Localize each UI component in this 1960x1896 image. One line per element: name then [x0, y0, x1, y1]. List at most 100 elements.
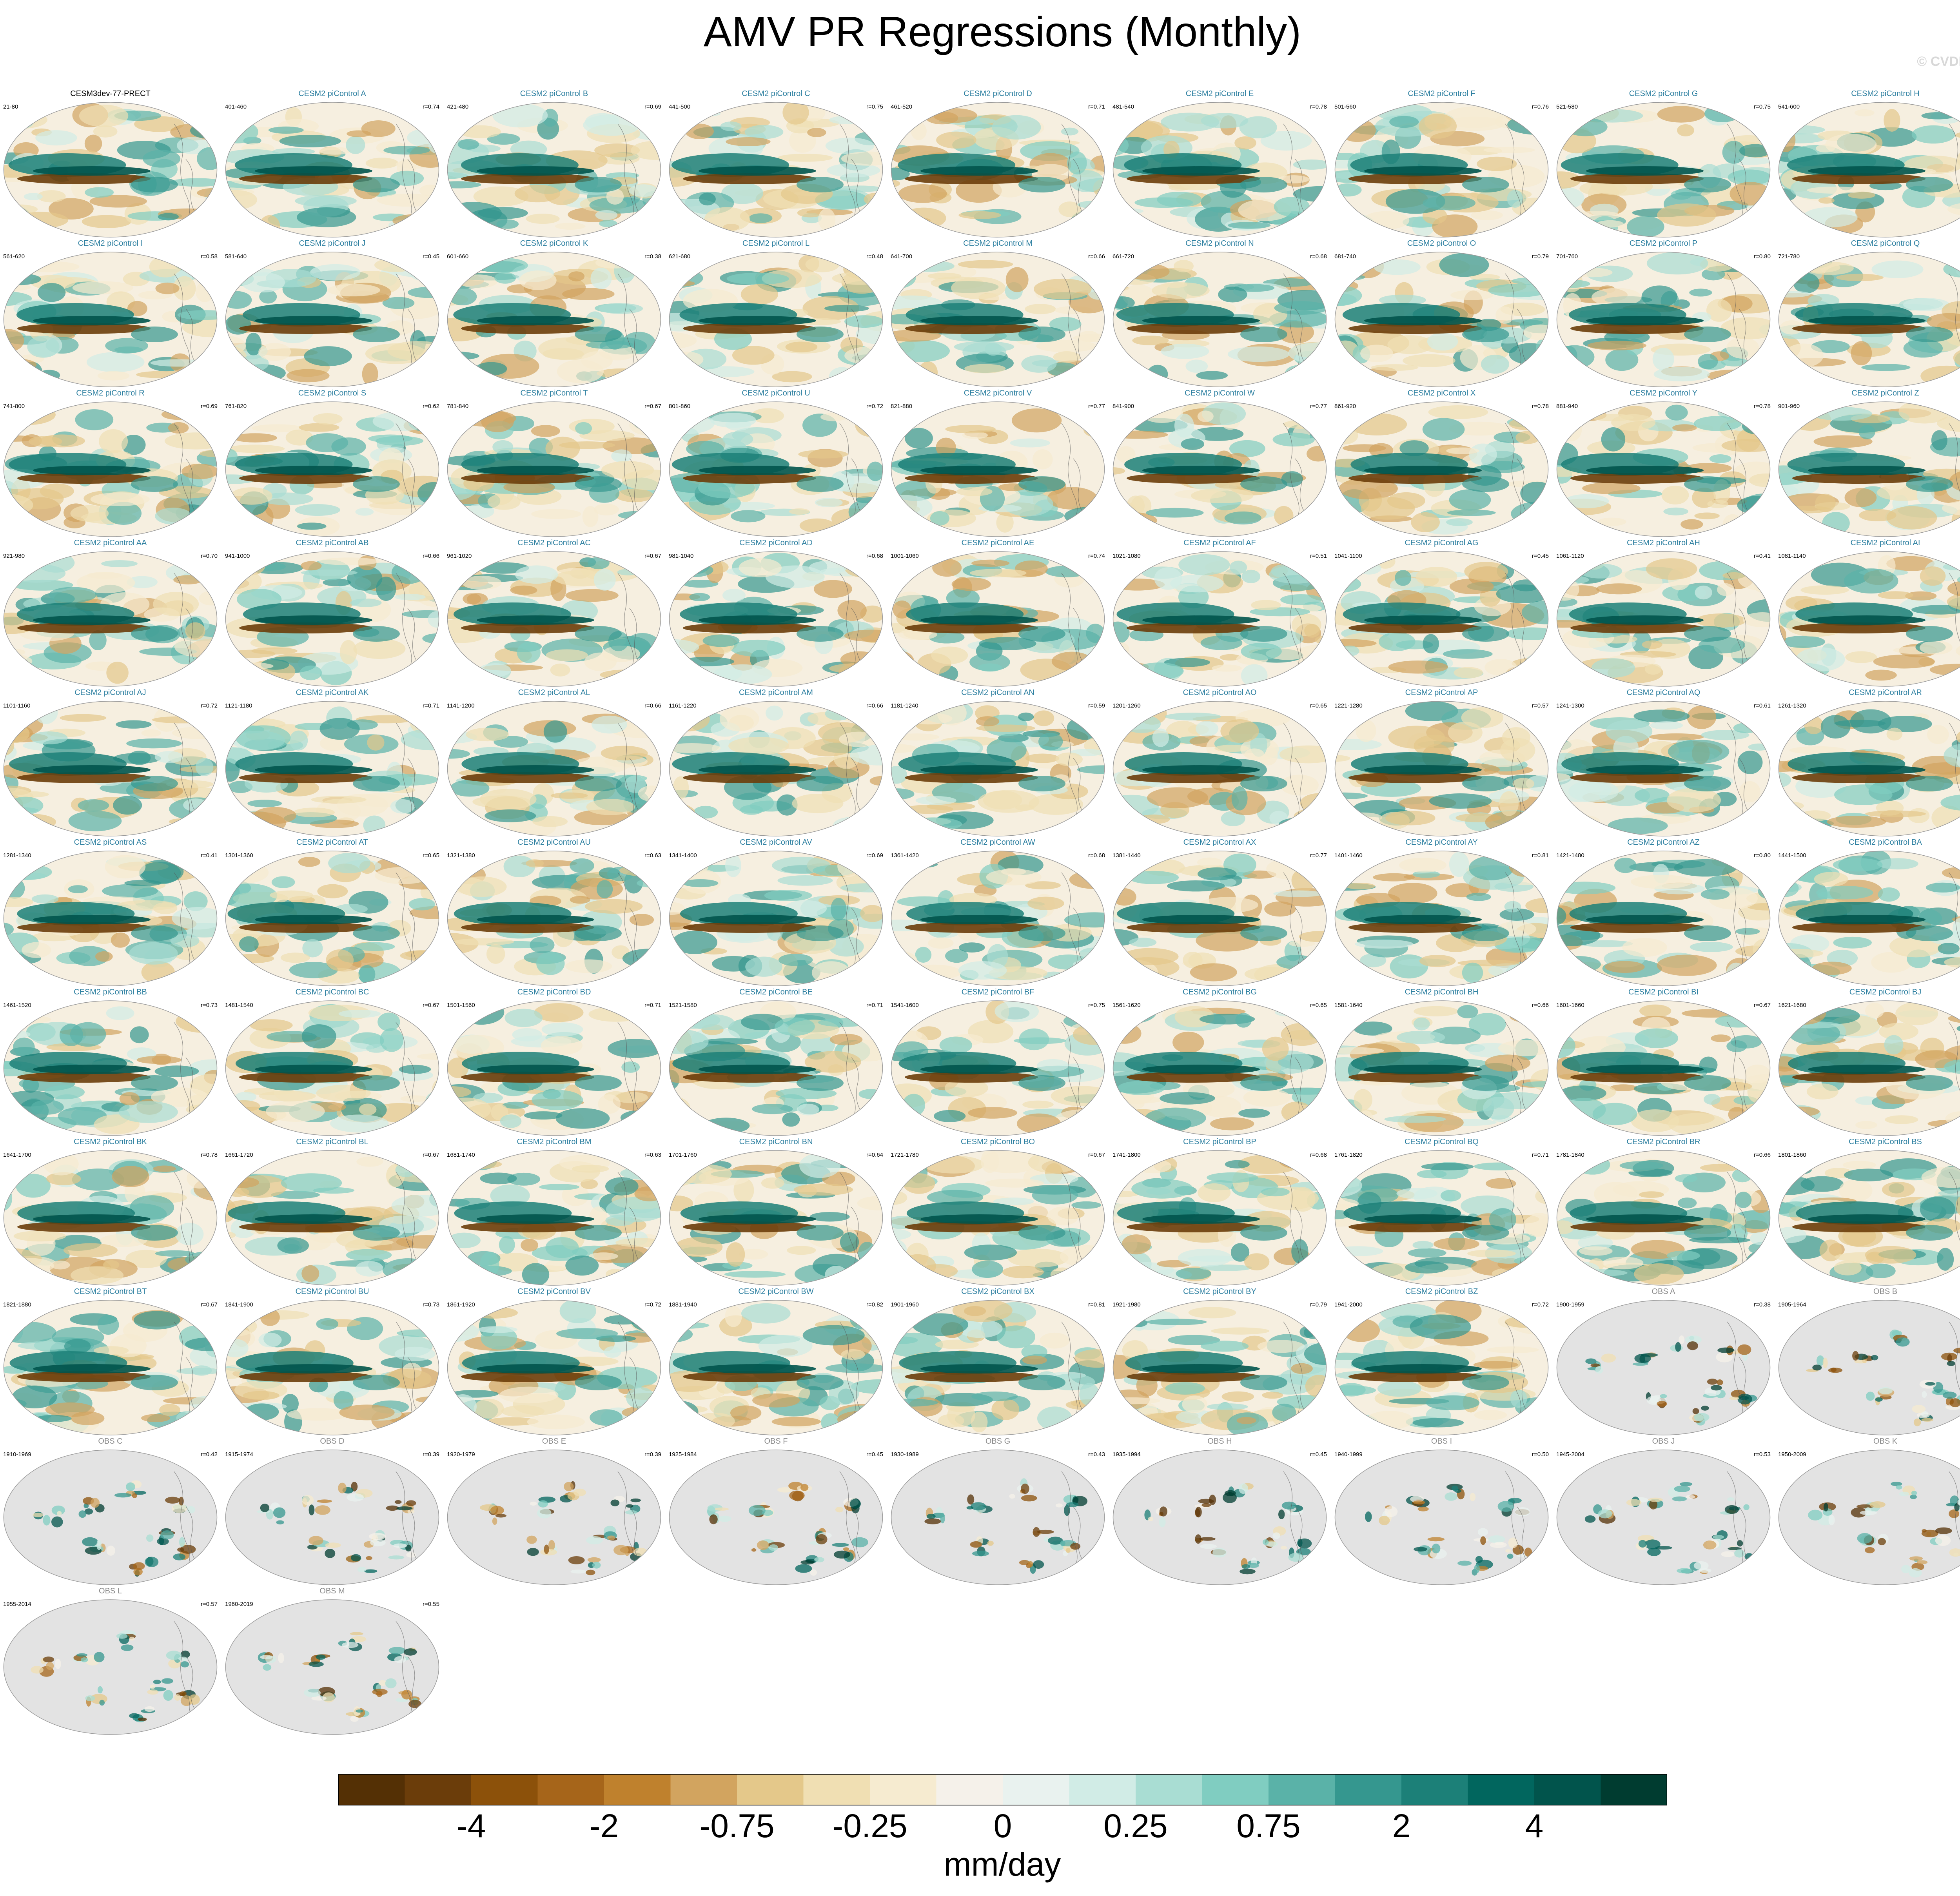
panel-title: CESM2 piControl D [964, 89, 1032, 98]
regression-map [1112, 1450, 1327, 1585]
panel-years: 1601-1660 [1556, 1002, 1584, 1009]
panel-years: 1910-1969 [3, 1451, 31, 1458]
colorbar-box [870, 1774, 936, 1805]
panel-years: 1661-1720 [225, 1152, 253, 1158]
map-panel: CESM2 piControl BO 1721-1780 r=0.67 [889, 1138, 1107, 1287]
panel-correlation: r=0.66 [866, 702, 883, 709]
panel-correlation: r=0.80 [1754, 852, 1771, 859]
panel-title: CESM2 piControl BN [739, 1138, 813, 1146]
map-panel: CESM2 piControl W 841-900 r=0.77 [1111, 389, 1328, 539]
panel-years: 1421-1480 [1556, 852, 1584, 859]
panel-title: CESM2 piControl BU [295, 1287, 369, 1296]
panel-years: 1321-1380 [447, 852, 475, 859]
panel-correlation: r=0.72 [866, 403, 883, 410]
panel-correlation: r=0.64 [866, 1152, 883, 1158]
panel-correlation: r=0.72 [201, 702, 218, 709]
panel-years: 401-460 [225, 103, 247, 110]
panel-correlation: r=0.75 [866, 103, 883, 110]
regression-map [669, 102, 883, 238]
map-panel: CESM2 piControl AD 981-1040 r=0.68 [667, 539, 885, 688]
panel-correlation: r=0.78 [201, 1152, 218, 1158]
panel-correlation: r=0.68 [1310, 1152, 1327, 1158]
panel-title: CESM2 piControl BB [74, 988, 147, 996]
page-title: AMV PR Regressions (Monthly) [703, 8, 1301, 55]
panel-title: CESM2 piControl T [520, 389, 588, 397]
panel-correlation: r=0.66 [1532, 1002, 1549, 1009]
panel-correlation: r=0.67 [423, 1152, 439, 1158]
regression-map [447, 851, 661, 986]
map-panel: CESM2 piControl BY 1921-1980 r=0.79 [1111, 1287, 1328, 1437]
panel-years: 1801-1860 [1778, 1152, 1806, 1158]
map-panel: CESM2 piControl BQ 1761-1820 r=0.71 [1333, 1138, 1550, 1287]
regression-map [1556, 1450, 1771, 1585]
regression-map [1112, 851, 1327, 986]
regression-map [447, 1000, 661, 1136]
panel-correlation: r=0.66 [1754, 1152, 1771, 1158]
panel-title: CESM2 piControl O [1407, 239, 1476, 248]
regression-map [669, 551, 883, 687]
map-panel: CESM2 piControl AT 1301-1360 r=0.65 [223, 838, 441, 988]
panel-years: 541-600 [1778, 103, 1800, 110]
regression-map [1334, 252, 1549, 387]
panel-years: 21-80 [3, 103, 18, 110]
panel-title: CESM2 piControl AZ [1627, 838, 1700, 847]
map-panel: CESM2 piControl BF 1541-1600 r=0.75 [889, 988, 1107, 1138]
map-panel: OBS G 1930-1989 r=0.43 [889, 1437, 1107, 1587]
panel-years: 1925-1984 [669, 1451, 697, 1458]
panel-years: 1741-1800 [1112, 1152, 1141, 1158]
regression-map [1112, 551, 1327, 687]
regression-map [447, 1300, 661, 1435]
panel-correlation: r=0.68 [1310, 253, 1327, 260]
panel-title: CESM2 piControl BT [74, 1287, 147, 1296]
panel-title: CESM2 piControl AW [960, 838, 1035, 847]
map-panel: CESM2 piControl BW 1881-1940 r=0.82 [667, 1287, 885, 1437]
panel-correlation: r=0.66 [1088, 253, 1105, 260]
colorbar-box [1534, 1774, 1601, 1805]
regression-map [1334, 1150, 1549, 1286]
panel-correlation: r=0.69 [201, 403, 218, 410]
panel-years: 1521-1580 [669, 1002, 697, 1009]
panel-years: 1701-1760 [669, 1152, 697, 1158]
panel-title: CESM2 piControl BE [739, 988, 813, 996]
map-panel: CESM2 piControl BV 1861-1920 r=0.72 [445, 1287, 663, 1437]
colorbar-tick-label: 0.75 [1236, 1807, 1301, 1844]
colorbar-box [1269, 1774, 1335, 1805]
panel-correlation: r=0.67 [644, 403, 661, 410]
panel-correlation: r=0.61 [1754, 702, 1771, 709]
panel-correlation: r=0.59 [1088, 702, 1105, 709]
map-panel: CESM2 piControl U 801-860 r=0.72 [667, 389, 885, 539]
panel-title: OBS D [320, 1437, 345, 1446]
map-panel: CESM2 piControl AM 1161-1220 r=0.66 [667, 688, 885, 838]
map-panel: CESM2 piControl BN 1701-1760 r=0.64 [667, 1138, 885, 1287]
map-panel: OBS L 1955-2014 r=0.57 [2, 1587, 219, 1736]
map-panel: CESM2 piControl O 681-740 r=0.79 [1333, 239, 1550, 389]
map-panel: CESM2 piControl AA 921-980 r=0.70 [2, 539, 219, 688]
regression-map [1778, 401, 1960, 537]
map-panel: OBS E 1920-1979 r=0.39 [445, 1437, 663, 1587]
colorbar-tick-label: 0 [993, 1807, 1012, 1844]
panel-title: OBS C [98, 1437, 123, 1446]
colorbar-box [1003, 1774, 1069, 1805]
panel-correlation: r=0.76 [1532, 103, 1549, 110]
regression-map [669, 1450, 883, 1585]
panel-title: CESM2 piControl BG [1183, 988, 1257, 996]
panel-title: CESM2 piControl BI [1628, 988, 1699, 996]
regression-map [225, 252, 439, 387]
panel-years: 581-640 [225, 253, 247, 260]
panel-years: 1301-1360 [225, 852, 253, 859]
panel-correlation: r=0.71 [1532, 1152, 1549, 1158]
panel-correlation: r=0.74 [423, 103, 439, 110]
panel-years: 1081-1140 [1778, 553, 1806, 559]
panel-years: 1441-1500 [1778, 852, 1806, 859]
regression-map [1778, 851, 1960, 986]
colorbar-tick-label: 2 [1392, 1807, 1411, 1844]
panel-years: 1141-1200 [447, 702, 475, 709]
panel-title: CESM2 piControl AC [517, 539, 591, 547]
panel-years: 1001-1060 [891, 553, 919, 559]
panel-title: CESM2 piControl BP [1183, 1138, 1256, 1146]
regression-map [225, 102, 439, 238]
map-panel: CESM2 piControl BX 1901-1960 r=0.81 [889, 1287, 1107, 1437]
map-panel: CESM2 piControl R 741-800 r=0.69 [2, 389, 219, 539]
panel-years: 1561-1620 [1112, 1002, 1141, 1009]
panel-correlation: r=0.73 [423, 1301, 439, 1308]
